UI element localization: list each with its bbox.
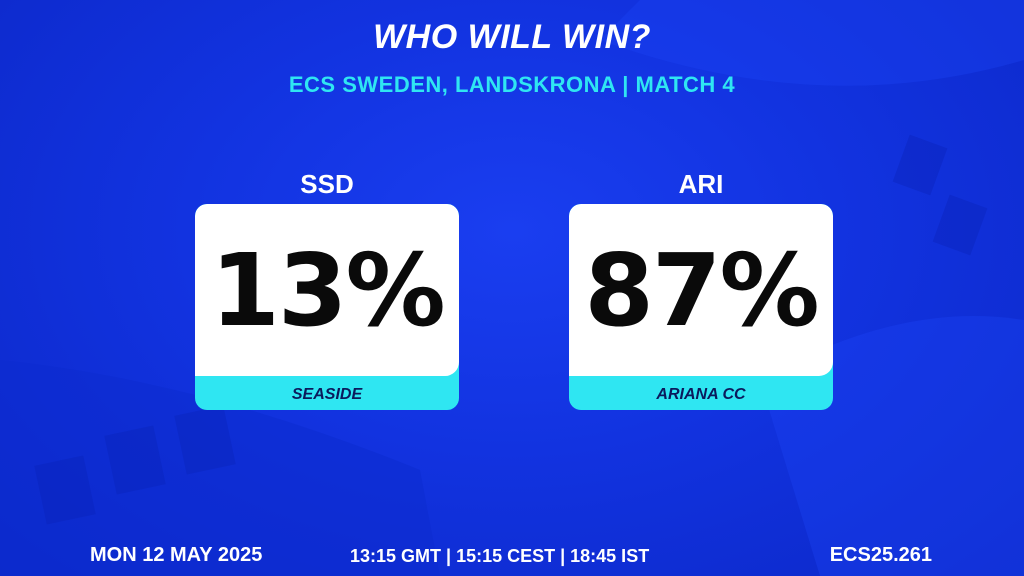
- team-code: ARI: [678, 169, 724, 199]
- team-card-ssd: SSD 13% SEASIDE: [195, 166, 459, 410]
- prediction-card: 87% ARIANA CC: [569, 204, 833, 410]
- match-date: MON 12 MAY 2025: [90, 544, 263, 566]
- match-time: 13:15 GMT | 15:15 CEST | 18:45 IST: [350, 546, 650, 566]
- team-name: ARIANA CC: [656, 386, 746, 403]
- win-percentage: 87%: [584, 231, 819, 349]
- prediction-card: 13% SEASIDE: [195, 204, 459, 410]
- team-code: SSD: [300, 169, 354, 199]
- page-title: WHO WILL WIN?: [373, 18, 651, 56]
- team-card-ari: ARI 87% ARIANA CC: [569, 166, 833, 410]
- percent-panel: 87%: [569, 204, 833, 376]
- win-percentage: 13%: [210, 231, 445, 349]
- footer: MON 12 MAY 2025 13:15 GMT | 15:15 CEST |…: [0, 544, 1024, 570]
- percent-panel: 13%: [195, 204, 459, 376]
- match-subtitle: ECS SWEDEN, LANDSKRONA | MATCH 4: [288, 72, 736, 97]
- match-code: ECS25.261: [829, 544, 932, 566]
- team-name: SEASIDE: [291, 386, 363, 403]
